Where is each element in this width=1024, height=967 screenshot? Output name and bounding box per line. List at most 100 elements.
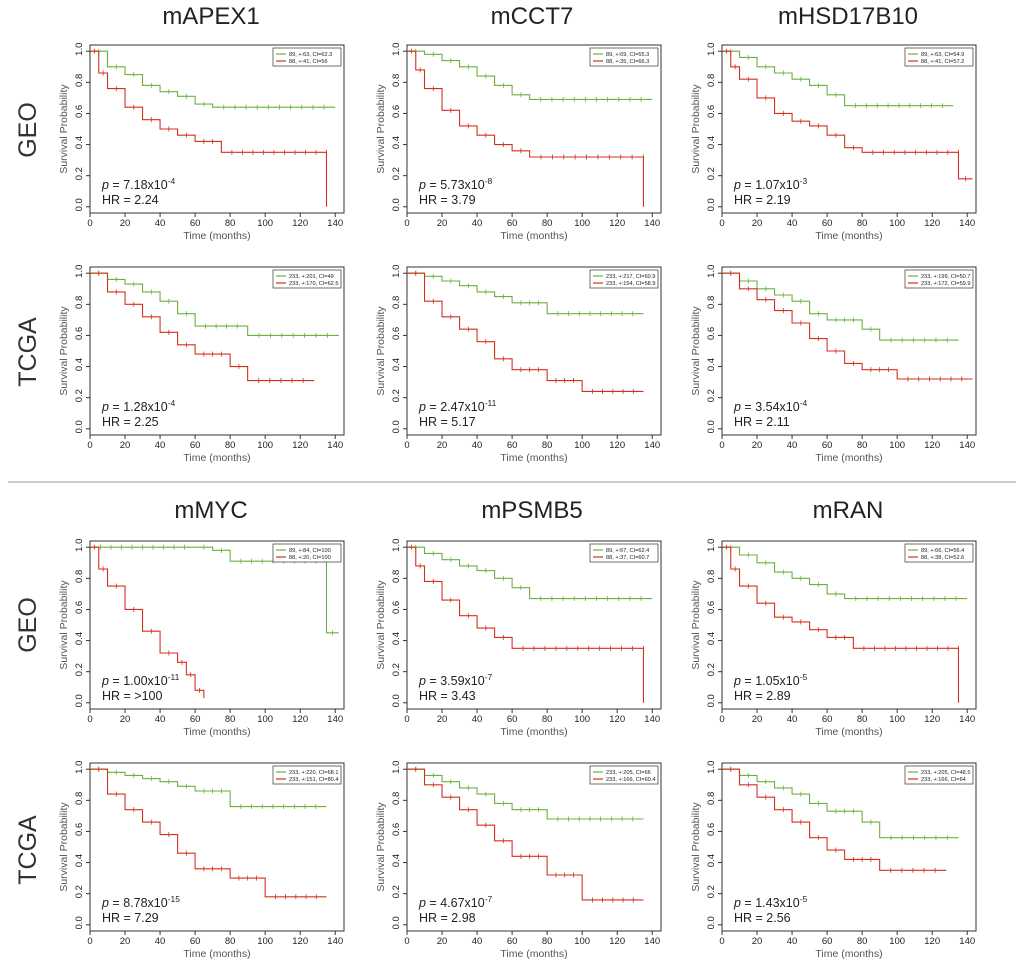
y-axis-title: Survival Probability <box>690 580 702 670</box>
y-axis-title: Survival Probability <box>375 580 387 670</box>
x-tick-label: 60 <box>507 218 518 229</box>
x-tick-label: 120 <box>292 714 308 725</box>
p-value: p = 4.67x10-7 <box>418 894 493 910</box>
legend-entry: 233, +:201, CI=49 <box>289 274 334 280</box>
km-curve-high-risk <box>407 768 644 901</box>
x-tick-label: 20 <box>437 714 448 725</box>
y-axis-title: Survival Probability <box>58 802 70 892</box>
x-tick-label: 120 <box>609 714 625 725</box>
legend-entry: 233, +:166, CI=60.4 <box>606 777 655 783</box>
x-axis-title: Time (months) <box>500 452 567 464</box>
y-tick-label: 0.6 <box>391 823 402 836</box>
plot-frame <box>721 762 977 932</box>
y-tick-label: 0.4 <box>74 854 85 867</box>
hazard-ratio: HR = 2.19 <box>734 193 791 207</box>
y-tick-label: 0.2 <box>706 167 717 180</box>
p-symbol: p <box>733 674 741 688</box>
km-panel-mapex1-geo: 0 20 40 60 80 100 120 140 Time (months) 0.0 0.2 0.4… <box>58 43 345 242</box>
km-curve-high-risk <box>90 50 328 207</box>
p-symbol: p <box>101 896 109 910</box>
p-exponent: -5 <box>800 672 808 682</box>
legend-entry: 233, +:199, CI=50.7 <box>921 274 970 280</box>
x-tick-label: 20 <box>437 440 448 451</box>
legend-entry: 233, +:151, CI=80.4 <box>289 777 338 783</box>
y-tick-label: 0.2 <box>391 663 402 676</box>
y-axis-title: Survival Probability <box>375 306 387 396</box>
legend: 89, +:67, CI=62.488, +:37, CI=60.7 <box>589 543 659 563</box>
x-tick-label: 100 <box>257 714 273 725</box>
hazard-ratio: HR = 2.11 <box>734 415 790 429</box>
p-symbol: p <box>101 400 109 414</box>
x-tick-label: 0 <box>719 714 724 725</box>
legend: 89, +:63, CI=54.988, +:41, CI=57.2 <box>904 47 974 67</box>
km-panel-mhsd17b10-geo: 0 20 40 60 80 100 120 140 Time (months) 0.0 0.2 0.4… <box>690 43 977 242</box>
p-value: p = 1.07x10-3 <box>733 176 808 192</box>
km-panel-mran-tcga: 0 20 40 60 80 100 120 140 Time (months) 0.0 0.2 0.4… <box>690 761 977 960</box>
row-label-geo-bottom: GEO <box>14 597 42 653</box>
y-tick-label: 0.2 <box>74 167 85 180</box>
plot-frame <box>406 540 662 710</box>
y-tick-label: 1.0 <box>706 539 717 552</box>
x-tick-label: 60 <box>190 714 201 725</box>
y-tick-label: 0.4 <box>74 632 85 645</box>
y-tick-label: 0.4 <box>706 358 717 371</box>
legend-box <box>589 269 659 289</box>
y-axis-title: Survival Probability <box>690 84 702 174</box>
p-exponent: -4 <box>800 398 808 408</box>
plot-frame <box>89 762 345 932</box>
y-tick-label: 0.8 <box>74 792 85 805</box>
hazard-ratio: HR = 2.98 <box>419 911 476 925</box>
p-value: p = 1.28x10-4 <box>101 398 176 414</box>
p-value: p = 2.47x10-11 <box>418 398 497 414</box>
legend: 89, +:66, CI=56.488, +:38, CI=52.6 <box>904 543 974 563</box>
km-curve-high-risk <box>90 546 205 699</box>
p-value: p = 5.73x10-8 <box>418 176 493 192</box>
km-panel-mpsmb5-geo: 0 20 40 60 80 100 120 140 Time (months) 0.0 0.2 0.4… <box>375 539 662 738</box>
y-axis-title: Survival Probability <box>58 84 70 174</box>
row-label-geo-top: GEO <box>14 102 42 158</box>
x-tick-label: 0 <box>87 714 92 725</box>
x-tick-label: 140 <box>327 714 343 725</box>
column-title-ran: mRAN <box>813 497 884 524</box>
km-curve-high-risk <box>407 546 645 703</box>
x-axis-title: Time (months) <box>815 726 882 738</box>
legend-entry: 89, +:63, CI=62.3 <box>289 52 332 58</box>
x-tick-label: 0 <box>404 218 409 229</box>
legend-box <box>272 47 342 67</box>
legend-box <box>589 543 659 563</box>
y-tick-label: 0.0 <box>74 694 85 707</box>
legend-entry: 89, +:67, CI=62.4 <box>606 548 649 554</box>
hazard-ratio: HR = 2.24 <box>102 193 159 207</box>
y-tick-label: 0.0 <box>706 420 717 433</box>
legend: 89, +:63, CI=62.388, +:41, CI=56 <box>272 47 342 67</box>
p-mantissa: = 1.28x10 <box>109 400 168 414</box>
x-tick-label: 0 <box>719 440 724 451</box>
km-panel-mpsmb5-tcga: 0 20 40 60 80 100 120 140 Time (months) 0.0 0.2 0.4… <box>375 761 662 960</box>
p-symbol: p <box>101 178 109 192</box>
column-title-apex1: mAPEX1 <box>162 3 259 30</box>
x-tick-label: 100 <box>889 714 905 725</box>
x-tick-label: 120 <box>924 714 940 725</box>
x-tick-label: 80 <box>225 218 236 229</box>
hazard-ratio: HR = 3.43 <box>419 689 476 703</box>
y-tick-label: 0.4 <box>391 358 402 371</box>
x-tick-label: 40 <box>472 714 483 725</box>
legend-entry: 233, +:170, CI=62.5 <box>289 281 338 287</box>
y-tick-label: 1.0 <box>706 43 717 56</box>
legend-entry: 88, +:37, CI=60.7 <box>606 555 649 561</box>
legend-entry: 88, +:38, CI=52.6 <box>921 555 964 561</box>
p-mantissa: = 2.47x10 <box>426 400 485 414</box>
column-title-myc: mMYC <box>174 497 247 524</box>
p-mantissa: = 1.05x10 <box>741 674 800 688</box>
x-tick-label: 40 <box>155 714 166 725</box>
p-exponent: -11 <box>485 398 497 408</box>
y-tick-label: 0.0 <box>391 694 402 707</box>
x-axis-title: Time (months) <box>183 726 250 738</box>
x-tick-label: 100 <box>257 218 273 229</box>
p-exponent: -7 <box>485 672 493 682</box>
x-tick-label: 100 <box>574 714 590 725</box>
y-tick-label: 0.6 <box>391 105 402 118</box>
hazard-ratio: HR = 5.17 <box>419 415 476 429</box>
legend-entry: 89, +:63, CI=54.9 <box>921 52 964 58</box>
